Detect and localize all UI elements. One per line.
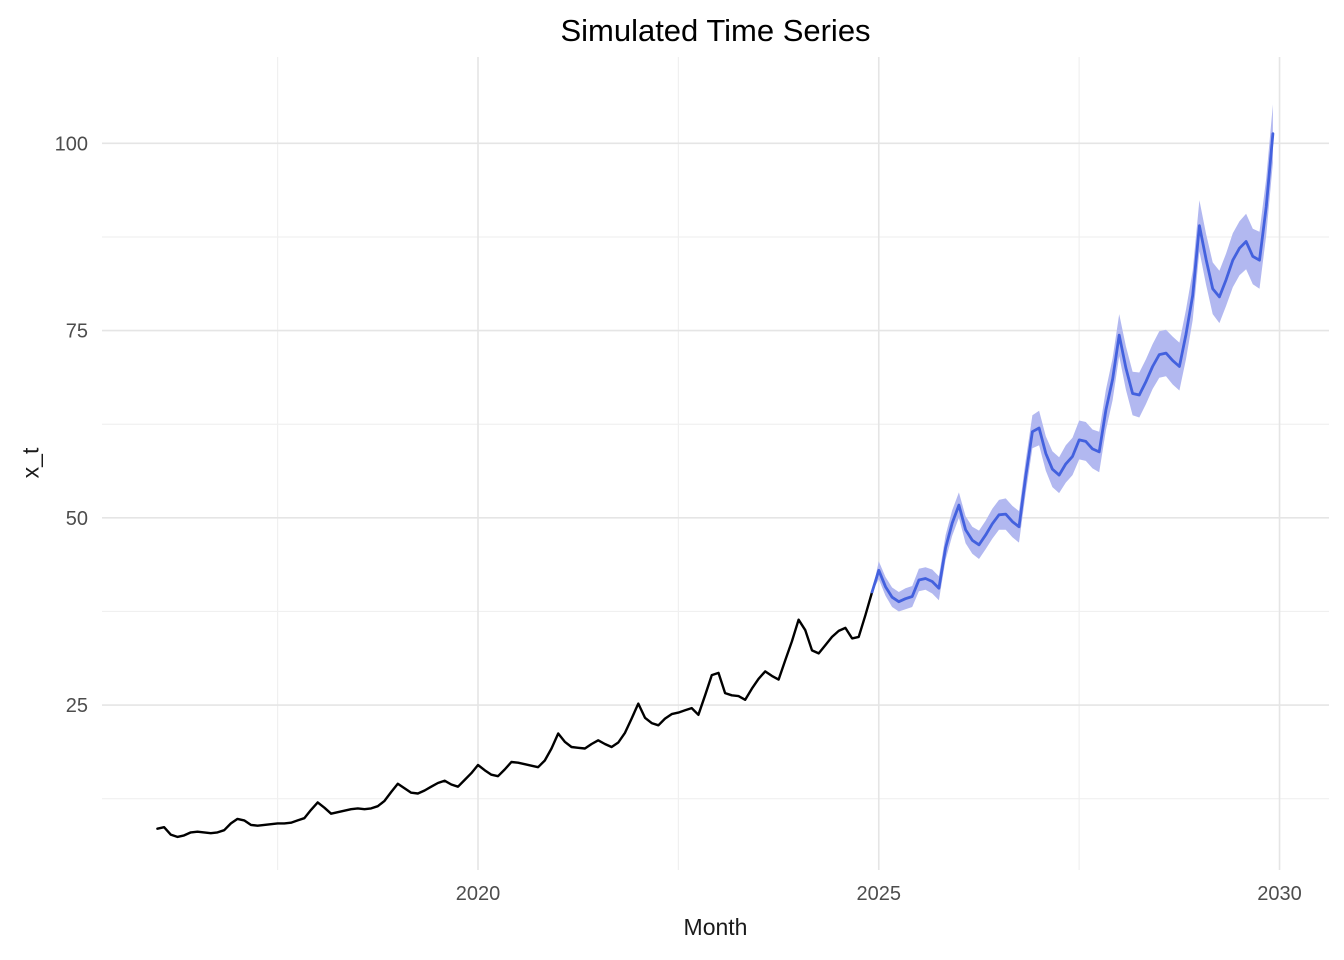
y-tick-label: 100 <box>55 133 88 155</box>
observed-line <box>156 590 874 839</box>
x-tick-label: 2020 <box>456 883 501 905</box>
x-tick-label: 2030 <box>1257 883 1302 905</box>
chart-title: Simulated Time Series <box>560 13 871 48</box>
y-tick-label: 50 <box>66 508 88 530</box>
y-tick-label: 75 <box>66 321 88 343</box>
confidence-ribbon <box>872 104 1273 612</box>
x-axis-title: Month <box>683 914 748 940</box>
y-axis-title: x_t <box>17 447 44 479</box>
x-tick-label: 2025 <box>857 883 902 905</box>
y-tick-label: 25 <box>66 695 88 717</box>
forecast-line <box>870 132 1275 604</box>
